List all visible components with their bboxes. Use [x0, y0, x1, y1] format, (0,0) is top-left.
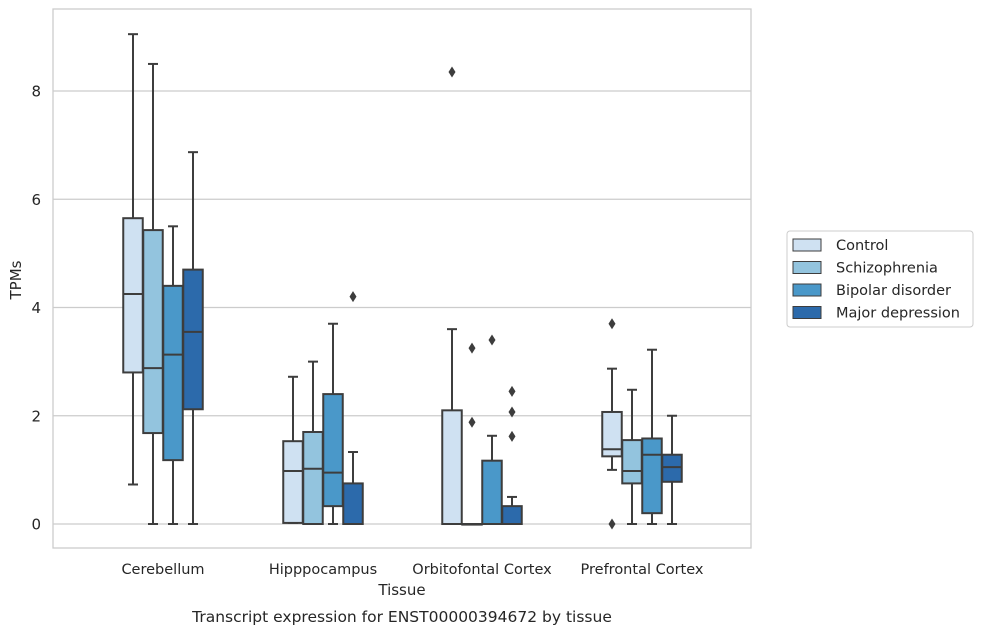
box-control: [122, 33, 144, 486]
iqr-box: [342, 482, 364, 525]
outlier-point: [608, 318, 616, 330]
box-control: [441, 66, 463, 525]
outlier-point: [608, 518, 616, 530]
legend-label: Schizophrenia: [836, 261, 938, 277]
iqr-box: [481, 459, 503, 525]
legend-swatch: [792, 261, 822, 274]
iqr-box: [282, 440, 304, 524]
iqr-box: [182, 268, 204, 411]
box-major-depression: [501, 385, 523, 526]
legend-label: Control: [836, 238, 888, 254]
legend: Control Schizophrenia Bipolar disorder Majo…: [786, 230, 974, 328]
x-axis-label: Tissue: [377, 581, 425, 599]
iqr-box: [322, 393, 344, 508]
box-groups: [122, 33, 683, 530]
iqr-box: [641, 437, 663, 515]
iqr-box: [601, 410, 623, 458]
x-tick-label: Prefrontal Cortex: [581, 562, 704, 578]
box-schizophrenia: [302, 360, 324, 525]
outlier-point: [349, 291, 357, 303]
y-tick-label: 6: [31, 191, 41, 209]
box-major-depression: [182, 151, 204, 525]
outlier-point: [488, 334, 496, 346]
iqr-box: [162, 284, 184, 462]
outlier-point: [468, 416, 476, 428]
legend-frame: [786, 230, 974, 328]
iqr-box: [122, 217, 144, 374]
iqr-box: [621, 439, 643, 485]
plot-frame: [52, 8, 752, 549]
y-tick-label: 2: [31, 407, 41, 425]
box-schizophrenia: [461, 342, 483, 526]
box-group: [601, 318, 683, 530]
box-control: [282, 375, 304, 524]
box-bipolar-disorder: [641, 348, 663, 525]
iqr-box: [142, 229, 164, 435]
iqr-box: [441, 409, 463, 525]
outlier-point: [508, 430, 516, 442]
box-bipolar-disorder: [322, 322, 344, 525]
x-tick-labels: Cerebellum Hipppocampus Orbitofontal Corte…: [121, 562, 703, 578]
iqr-box: [501, 505, 523, 526]
outlier-point: [468, 342, 476, 354]
y-tick-label: 4: [31, 299, 41, 317]
y-tick-label: 8: [31, 83, 41, 101]
x-tick-label: Hipppocampus: [269, 562, 377, 578]
chart-caption: Transcript expression for ENST0000039467…: [191, 608, 612, 626]
outlier-point: [508, 385, 516, 397]
legend-label: Major depression: [836, 306, 960, 322]
x-tick-label: Cerebellum: [121, 562, 204, 578]
box-bipolar-disorder: [481, 334, 503, 525]
legend-swatch: [792, 238, 822, 252]
outlier-point: [508, 406, 516, 418]
box-major-depression: [661, 414, 683, 525]
box-bipolar-disorder: [162, 225, 184, 525]
iqr-box: [302, 430, 324, 525]
outlier-point: [448, 66, 456, 78]
y-tick-labels: 0 2 4 6 8: [31, 83, 41, 534]
box-schizophrenia: [621, 388, 643, 525]
legend-swatch: [792, 306, 822, 319]
box-group: [122, 33, 204, 525]
y-tick-label: 0: [31, 516, 41, 534]
box-group: [441, 66, 523, 526]
box-schizophrenia: [142, 62, 164, 525]
y-axis-label: TPMs: [7, 260, 25, 300]
box-group: [282, 291, 364, 525]
x-tick-label: Orbitofontal Cortex: [412, 562, 552, 578]
legend-swatch: [792, 283, 822, 297]
box-major-depression: [342, 291, 364, 525]
iqr-box: [661, 453, 683, 483]
legend-label: Bipolar disorder: [836, 283, 951, 299]
box-control: [601, 318, 623, 530]
